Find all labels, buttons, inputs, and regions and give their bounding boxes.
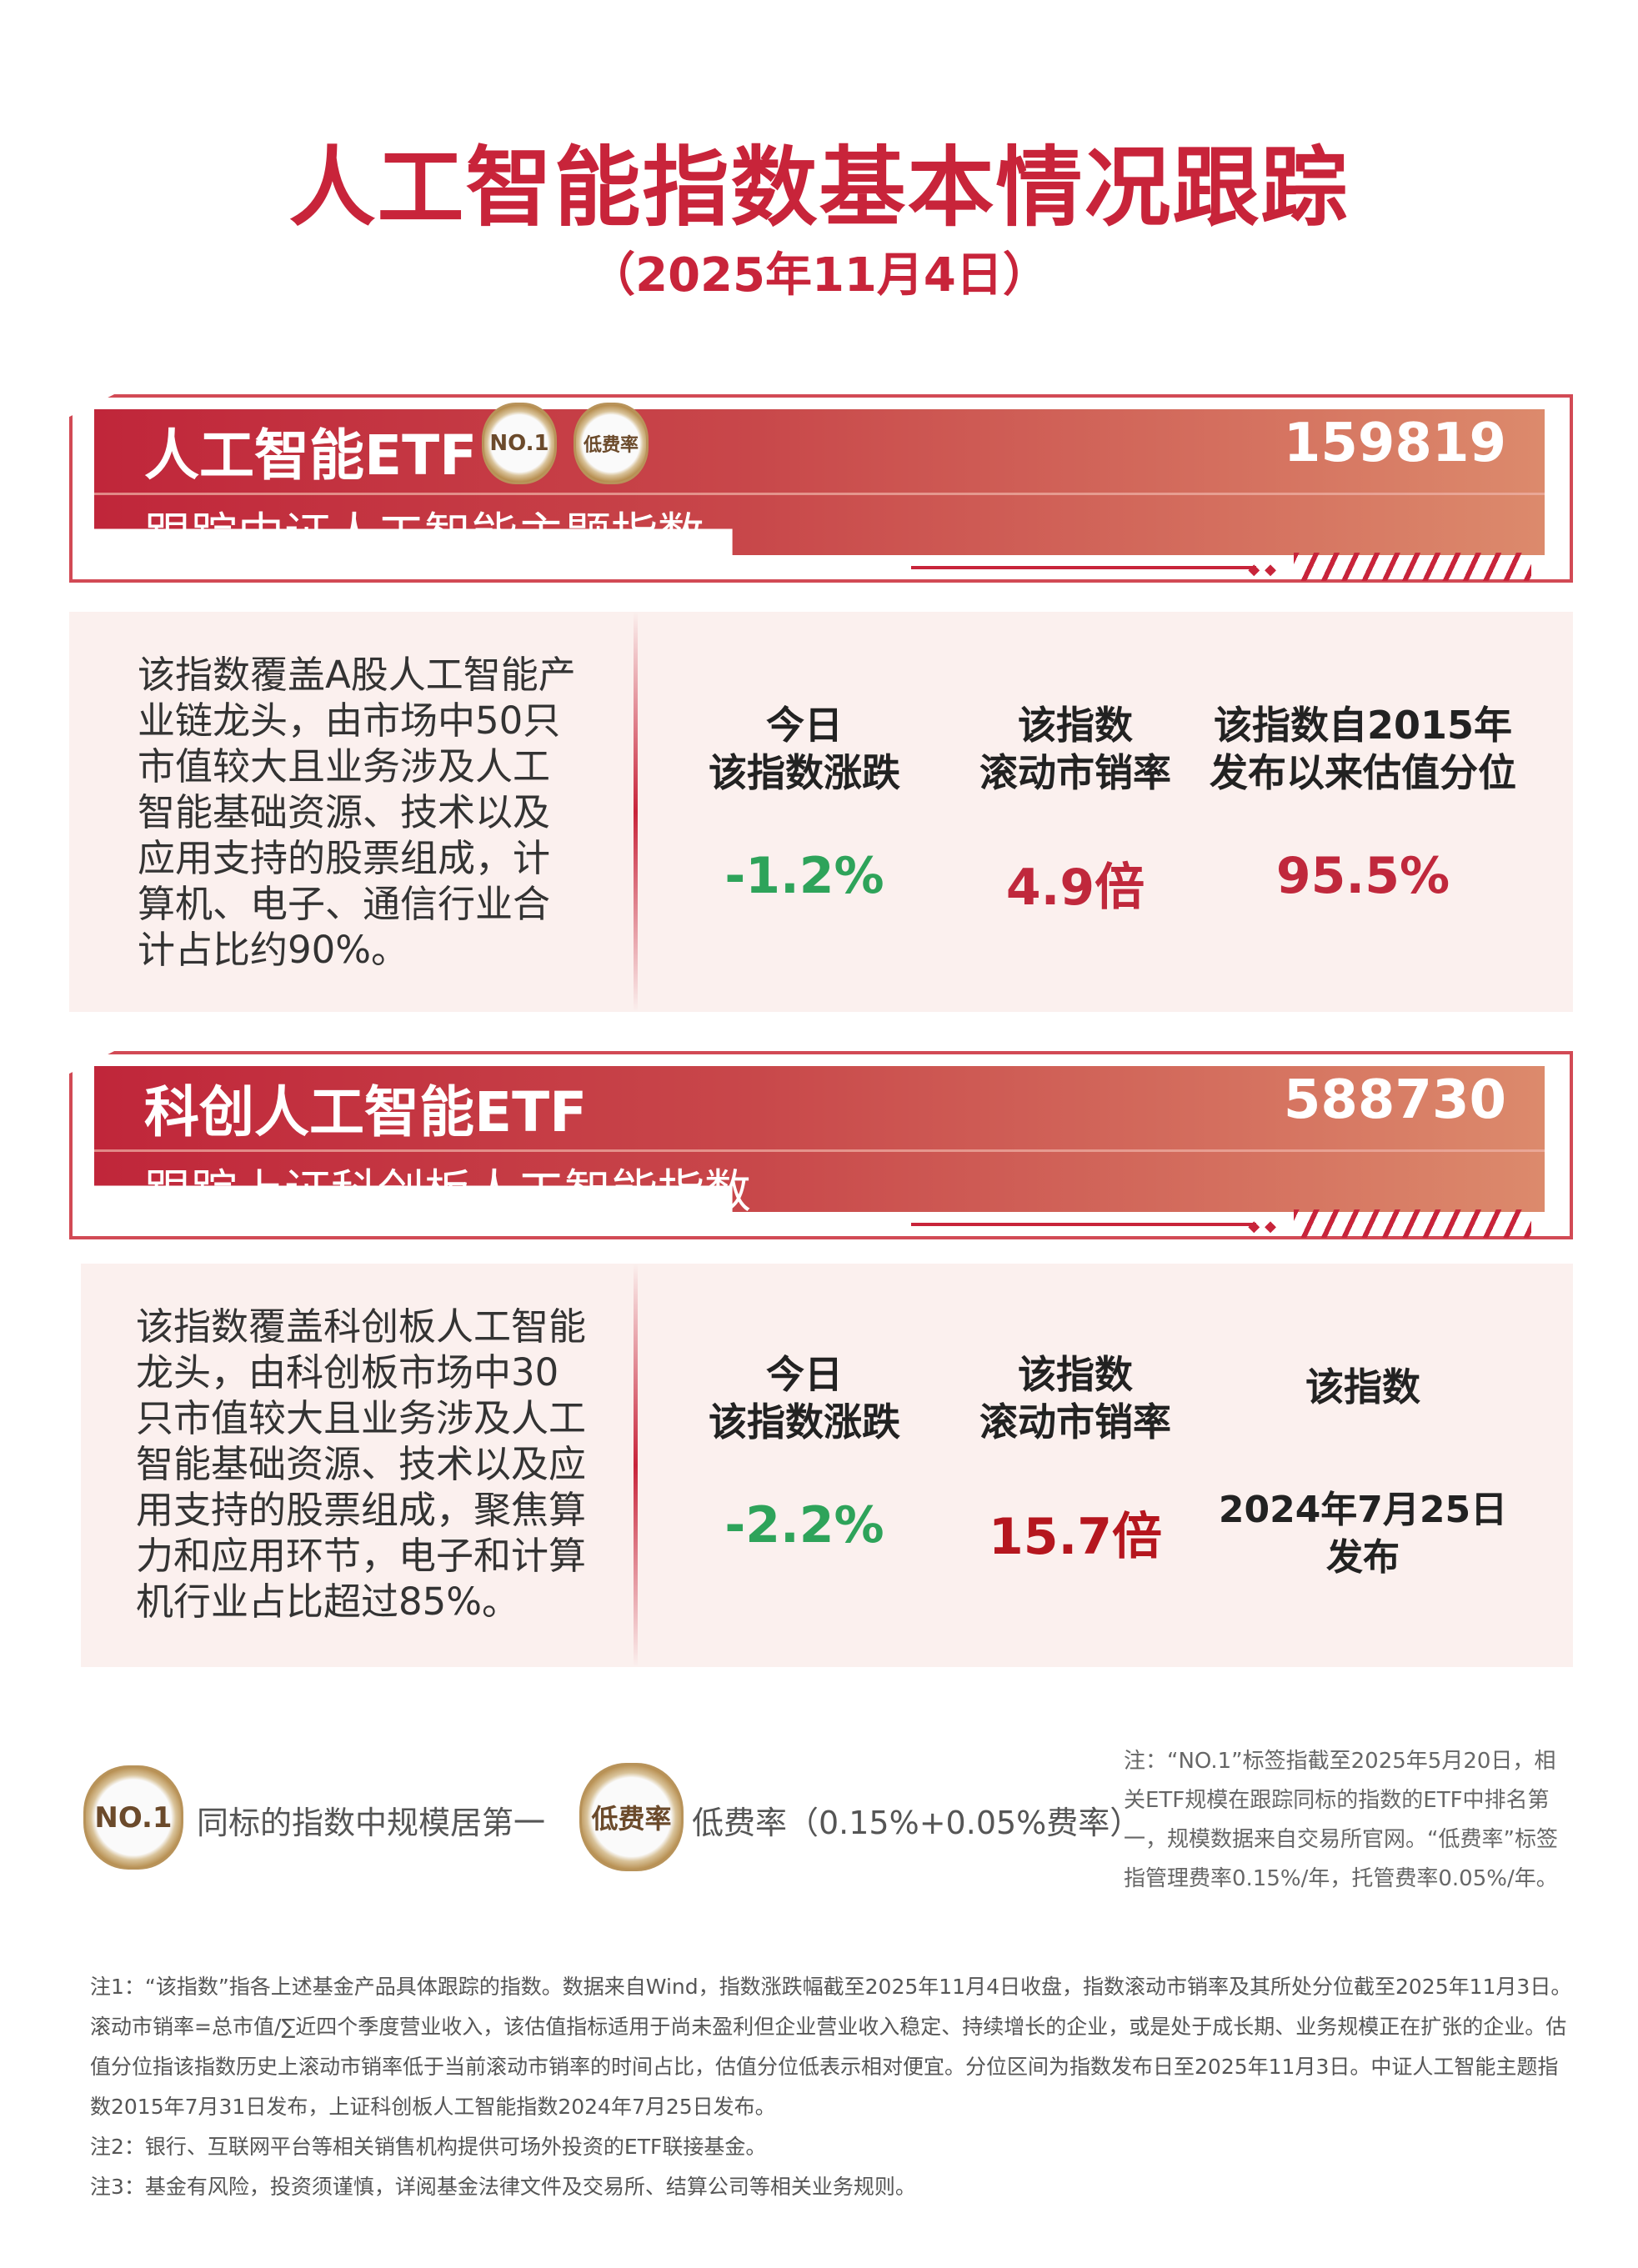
fund-name: 人工智能ETF bbox=[144, 423, 478, 488]
fund-name: 科创人工智能ETF bbox=[144, 1080, 588, 1144]
no1-badge-icon: NO.1 bbox=[83, 1765, 183, 1870]
metric-value: 4.9倍 bbox=[1005, 859, 1145, 917]
fund-code: 159819 bbox=[1283, 413, 1506, 474]
footnote-1: 注1：“该指数”指各上述基金产品具体跟踪的指数。数据来自Wind，指数涨跌幅截至… bbox=[90, 1975, 1572, 2119]
metric-value: -2.2% bbox=[724, 1496, 884, 1555]
metric-value: 15.7倍 bbox=[988, 1508, 1163, 1566]
metric-percentile: 该指数自2015年 发布以来估值分位 95.5% bbox=[1167, 702, 1559, 905]
fund-banner-1: 人工智能ETF NO.1 低费率 159819 跟踪中证人工智能主题指数 ◆◆ bbox=[69, 394, 1573, 583]
index-description: 该指数覆盖A股人工智能产业链龙头，由市场中50只市值较大且业务涉及人工智能基础资… bbox=[138, 653, 576, 972]
metric-ps-ratio: 该指数 滚动市销率 15.7倍 bbox=[909, 1351, 1242, 1569]
metric-value: -1.2% bbox=[724, 847, 884, 905]
footnote-3: 注3：基金有风险，投资须谨慎，详阅基金法律文件及交易所、结算公司等相关业务规则。 bbox=[90, 2175, 916, 2199]
tracked-index: 跟踪上证科创板人工智能指数 bbox=[144, 1165, 751, 1219]
footnote-2: 注2：银行、互联网平台等相关销售机构提供可场外投资的ETF联接基金。 bbox=[90, 2135, 767, 2159]
low-fee-badge-icon: 低费率 bbox=[579, 1763, 684, 1871]
decor-dots: ◆◆ bbox=[1248, 1218, 1281, 1235]
fund-code: 588730 bbox=[1283, 1069, 1506, 1131]
metric-change: 今日 该指数涨跌 -2.2% bbox=[638, 1351, 971, 1555]
low-fee-badge-icon: 低费率 bbox=[574, 403, 649, 484]
metric-change: 今日 该指数涨跌 -1.2% bbox=[638, 702, 971, 905]
metric-launch-date: 该指数 2024年7月25日 发布 bbox=[1218, 1364, 1508, 1579]
page-title: 人工智能指数基本情况跟踪 bbox=[288, 137, 1350, 238]
badge-note: 注：“NO.1”标签指截至2025年5月20日，相关ETF规模在跟踪同标的指数的… bbox=[1124, 1749, 1558, 1891]
index-description: 该指数覆盖科创板人工智能龙头，由科创板市场中30只市值较大且业务涉及人工智能基础… bbox=[136, 1304, 587, 1624]
no1-badge-icon: NO.1 bbox=[482, 403, 557, 484]
fund-info-box-2: 该指数覆盖科创板人工智能龙头，由科创板市场中30只市值较大且业务涉及人工智能基础… bbox=[81, 1264, 1573, 1667]
fund-info-box-1: 该指数覆盖A股人工智能产业链龙头，由市场中50只市值较大且业务涉及人工智能基础资… bbox=[69, 612, 1573, 1012]
decor-dots: ◆◆ bbox=[1248, 561, 1281, 578]
footnotes: 注1：“该指数”指各上述基金产品具体跟踪的指数。数据来自Wind，指数涨跌幅截至… bbox=[90, 1967, 1574, 2207]
metric-ps-ratio: 该指数 滚动市销率 4.9倍 bbox=[909, 702, 1242, 919]
metric-value: 95.5% bbox=[1275, 847, 1450, 905]
legend-no1-text: 同标的指数中规模居第一 bbox=[197, 1805, 546, 1841]
tracked-index: 跟踪中证人工智能主题指数 bbox=[144, 508, 704, 563]
report-date: （2025年11月4日） bbox=[589, 248, 1049, 303]
legend-low-fee-text: 低费率（0.15%+0.05%费率） bbox=[692, 1805, 1142, 1841]
fund-banner-2: 科创人工智能ETF 588730 跟踪上证科创板人工智能指数 ◆◆ bbox=[69, 1051, 1573, 1239]
